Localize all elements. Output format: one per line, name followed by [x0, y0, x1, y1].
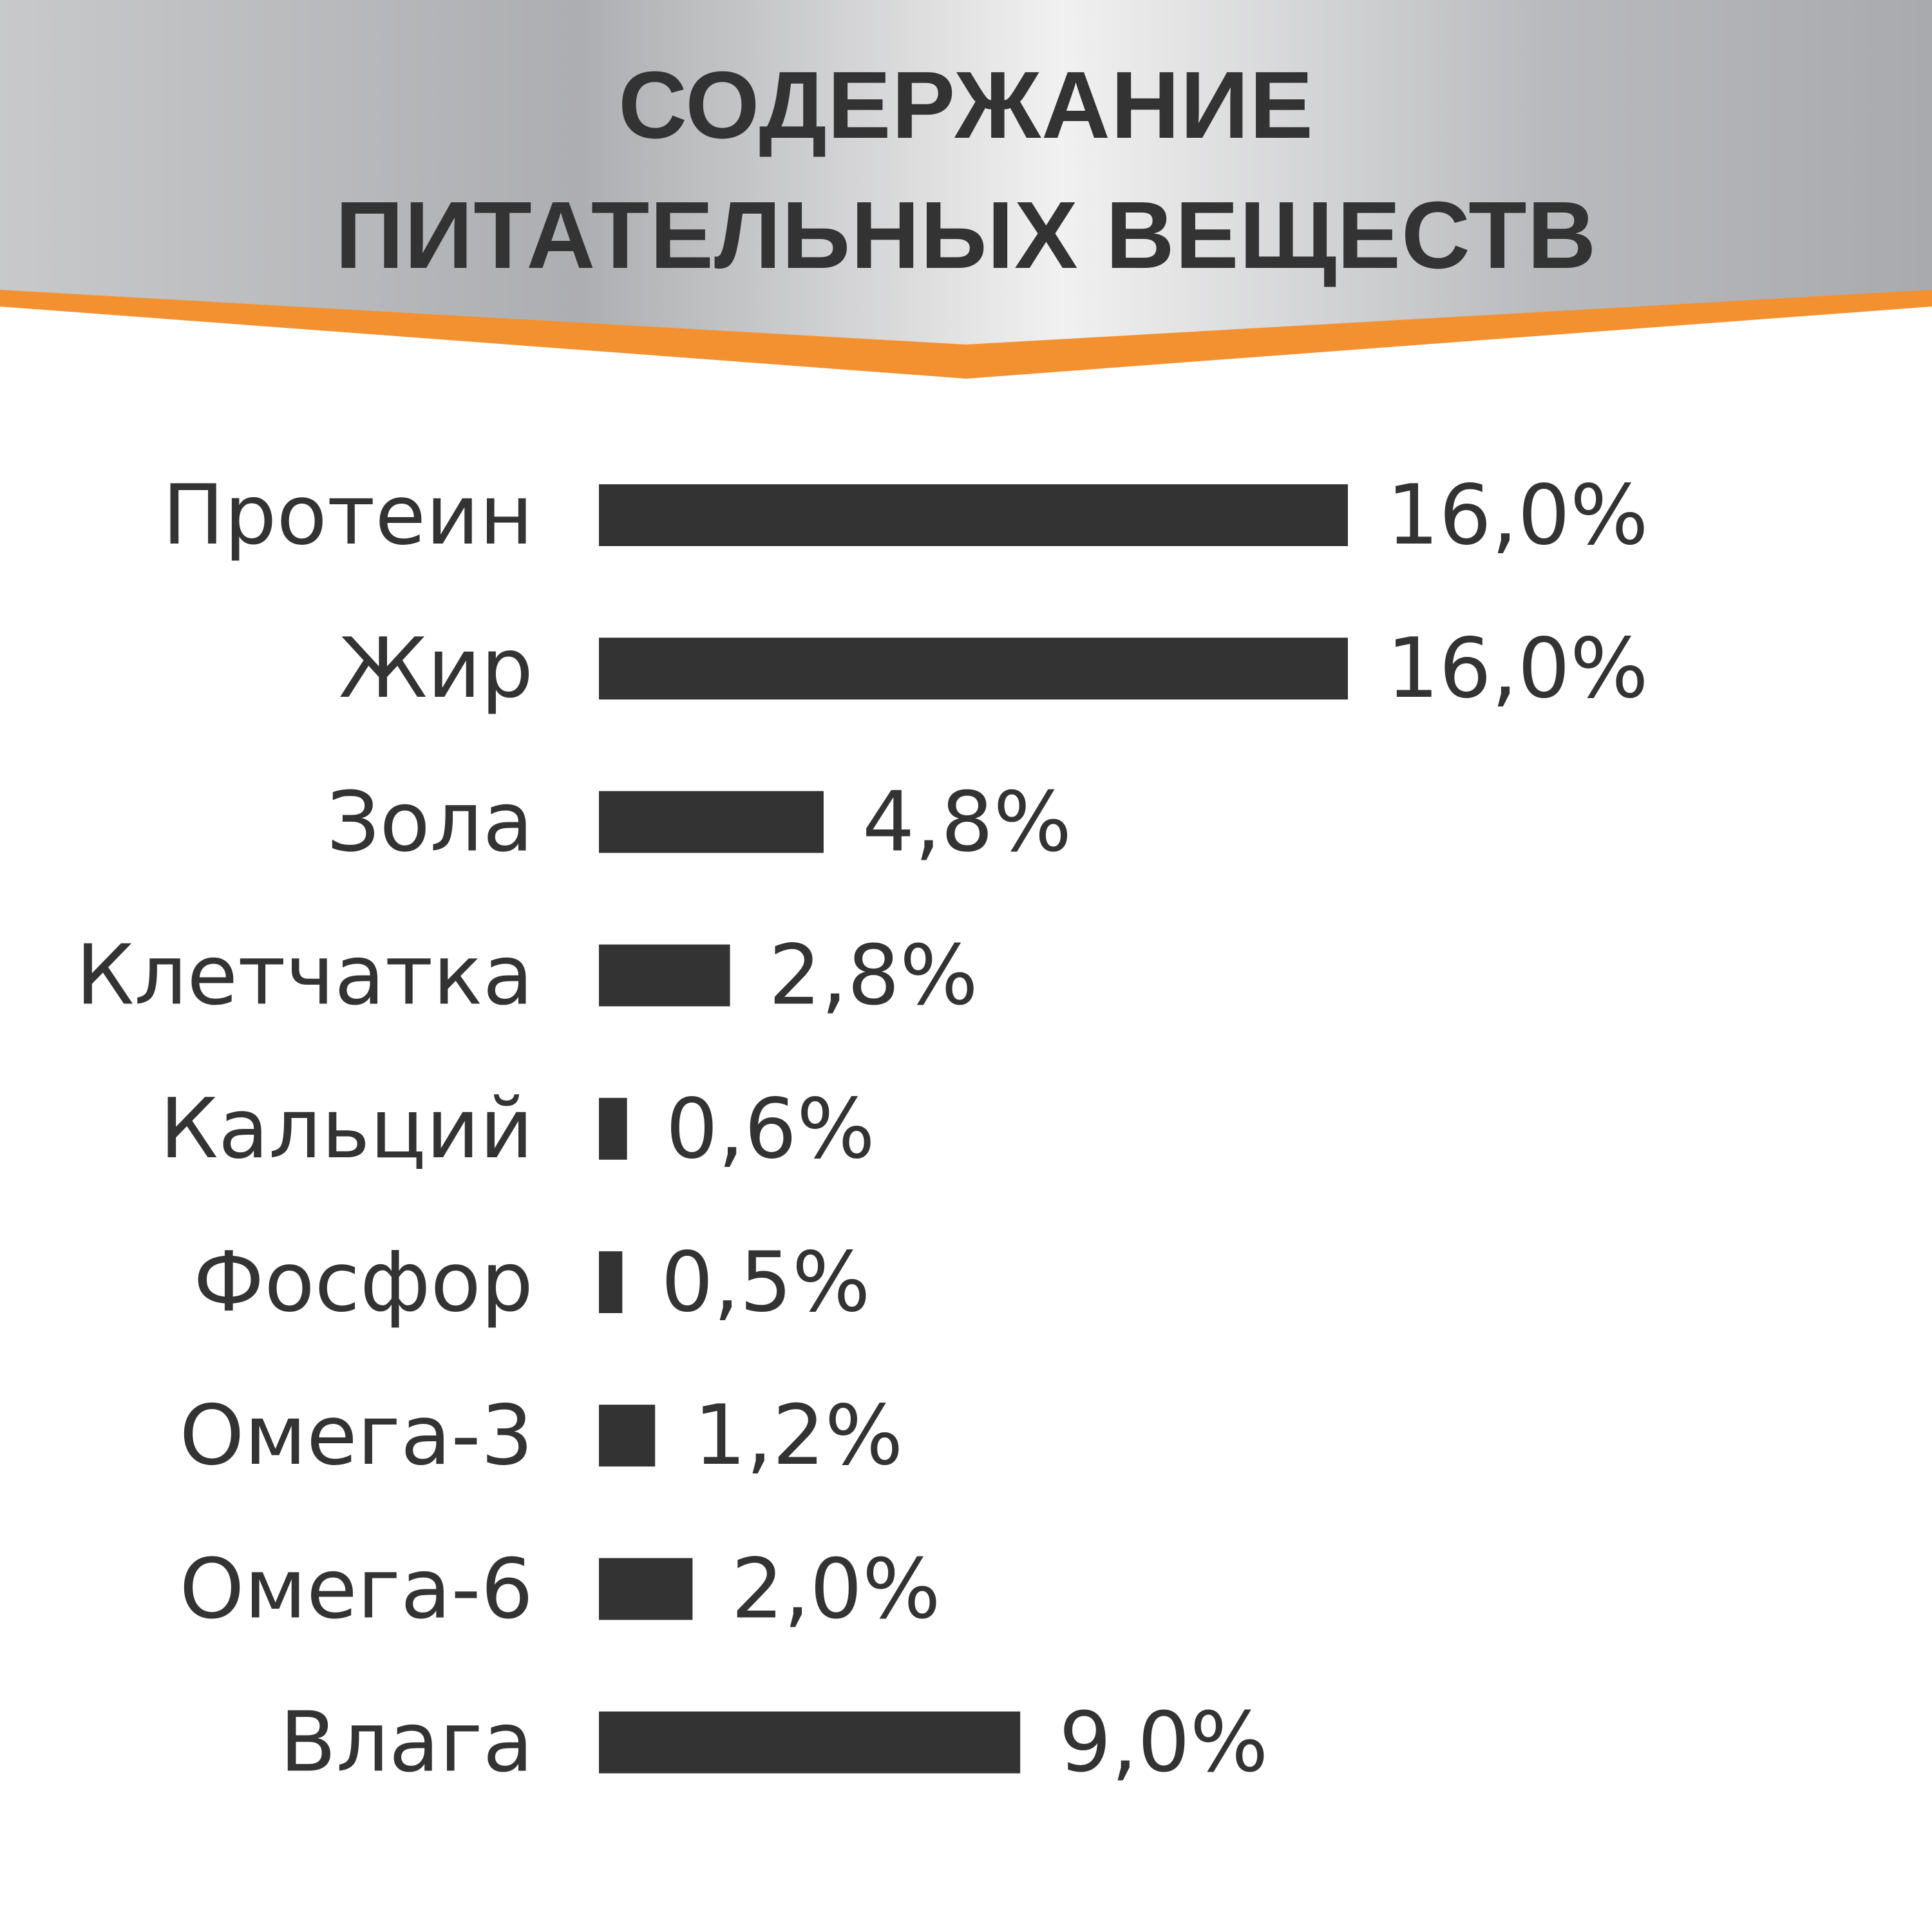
bar — [599, 1097, 627, 1160]
value-label: 0,6% — [666, 1081, 875, 1177]
header-banner — [0, 0, 1932, 379]
chart-title-line-1: СОДЕРЖАНИЕ — [618, 52, 1314, 158]
bar — [599, 484, 1348, 546]
category-label: Жир — [339, 621, 533, 717]
category-label: Зола — [327, 774, 533, 870]
chart-title-line-2: ПИТАТЕЛЬНЫХ ВЕЩЕСТВ — [335, 182, 1597, 289]
bar — [599, 1711, 1021, 1774]
category-label: Омега-3 — [180, 1388, 533, 1484]
value-label: 2,0% — [731, 1541, 940, 1637]
category-label: Протеин — [162, 468, 533, 564]
category-label: Влага — [279, 1695, 533, 1791]
bar — [599, 1251, 623, 1313]
bar — [599, 1405, 656, 1467]
bar — [599, 638, 1348, 700]
value-label: 2,8% — [769, 928, 978, 1024]
bar — [599, 944, 730, 1007]
category-label: Клетчатка — [76, 928, 533, 1024]
category-label: Фосфор — [193, 1235, 533, 1331]
value-label: 1,2% — [694, 1388, 903, 1484]
banner-silver-band — [0, 0, 1932, 345]
value-label: 16,0% — [1387, 468, 1649, 564]
category-label: Омега-6 — [180, 1541, 533, 1637]
value-label: 16,0% — [1387, 621, 1649, 717]
value-label: 0,5% — [661, 1235, 870, 1331]
value-label: 4,8% — [862, 774, 1072, 870]
category-label: Кальций — [160, 1081, 533, 1177]
bar — [599, 1558, 693, 1620]
bar — [599, 791, 824, 853]
value-label: 9,0% — [1059, 1695, 1268, 1791]
